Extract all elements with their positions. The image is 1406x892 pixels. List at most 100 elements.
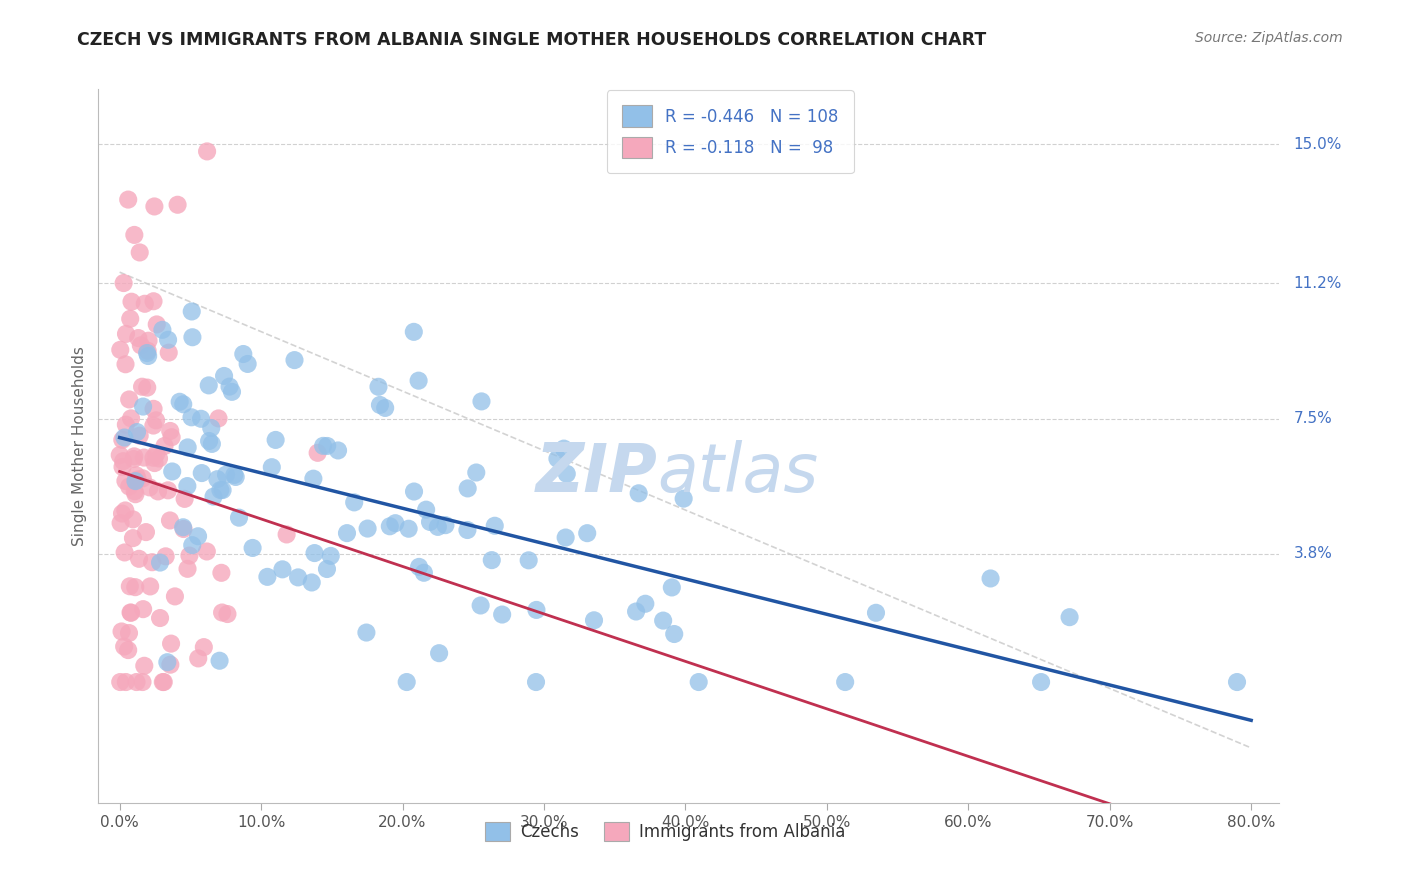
Point <box>117 643 139 657</box>
Point <box>395 675 418 690</box>
Point <box>125 675 148 690</box>
Point <box>201 437 224 451</box>
Point <box>555 467 578 481</box>
Point <box>115 417 138 432</box>
Point <box>181 330 204 344</box>
Point <box>419 515 441 529</box>
Point <box>127 331 149 345</box>
Point <box>112 640 135 654</box>
Point <box>225 470 247 484</box>
Point <box>634 597 657 611</box>
Point <box>124 580 146 594</box>
Point <box>110 516 132 530</box>
Point <box>221 384 243 399</box>
Point <box>465 466 488 480</box>
Point <box>145 413 167 427</box>
Text: 15.0%: 15.0% <box>1294 136 1341 152</box>
Text: atlas: atlas <box>657 441 818 507</box>
Point <box>124 484 146 499</box>
Point <box>114 675 136 690</box>
Point <box>408 560 430 574</box>
Point <box>169 394 191 409</box>
Point <box>142 450 165 465</box>
Point <box>149 611 172 625</box>
Point <box>664 627 686 641</box>
Point <box>111 433 134 447</box>
Point <box>412 566 434 580</box>
Point <box>132 602 155 616</box>
Point <box>264 433 287 447</box>
Point <box>159 657 181 672</box>
Point <box>427 646 450 660</box>
Point <box>156 483 179 498</box>
Point <box>627 486 650 500</box>
Point <box>118 392 141 407</box>
Point <box>865 606 887 620</box>
Point <box>524 675 547 690</box>
Point <box>124 227 146 242</box>
Point <box>180 410 202 425</box>
Point <box>434 518 457 533</box>
Point <box>232 347 254 361</box>
Point <box>136 349 159 363</box>
Point <box>218 379 240 393</box>
Point <box>217 607 239 621</box>
Point <box>152 675 174 690</box>
Point <box>121 294 143 309</box>
Point <box>145 318 167 332</box>
Point <box>159 424 181 438</box>
Point <box>402 325 425 339</box>
Point <box>117 193 139 207</box>
Point <box>1059 610 1081 624</box>
Point <box>134 297 156 311</box>
Point <box>120 606 142 620</box>
Point <box>176 441 198 455</box>
Point <box>307 446 329 460</box>
Point <box>111 507 134 521</box>
Text: CZECH VS IMMIGRANTS FROM ALBANIA SINGLE MOTHER HOUSEHOLDS CORRELATION CHART: CZECH VS IMMIGRANTS FROM ALBANIA SINGLE … <box>77 31 987 49</box>
Point <box>688 675 710 690</box>
Point <box>114 474 136 488</box>
Point <box>187 651 209 665</box>
Point <box>173 491 195 506</box>
Point <box>120 411 142 425</box>
Point <box>128 245 150 260</box>
Point <box>138 480 160 494</box>
Point <box>301 575 323 590</box>
Point <box>152 675 174 690</box>
Point <box>415 502 437 516</box>
Point <box>157 345 180 359</box>
Point <box>402 484 425 499</box>
Point <box>122 450 145 464</box>
Point <box>457 482 479 496</box>
Point <box>180 304 202 318</box>
Point <box>160 465 183 479</box>
Point <box>160 637 183 651</box>
Point <box>122 531 145 545</box>
Point <box>200 421 222 435</box>
Point <box>135 525 157 540</box>
Point <box>470 394 492 409</box>
Point <box>172 520 194 534</box>
Point <box>125 425 148 439</box>
Point <box>283 353 305 368</box>
Point <box>157 333 180 347</box>
Point <box>172 397 194 411</box>
Point <box>491 607 513 622</box>
Point <box>211 483 233 497</box>
Point <box>304 546 326 560</box>
Point <box>517 553 540 567</box>
Point <box>980 572 1002 586</box>
Point <box>134 658 156 673</box>
Point <box>163 590 186 604</box>
Point <box>149 556 172 570</box>
Point <box>316 439 339 453</box>
Point <box>159 513 181 527</box>
Point <box>145 447 167 461</box>
Point <box>110 675 132 690</box>
Point <box>672 491 695 506</box>
Point <box>326 443 349 458</box>
Point <box>152 323 174 337</box>
Point <box>128 428 150 442</box>
Point <box>146 484 169 499</box>
